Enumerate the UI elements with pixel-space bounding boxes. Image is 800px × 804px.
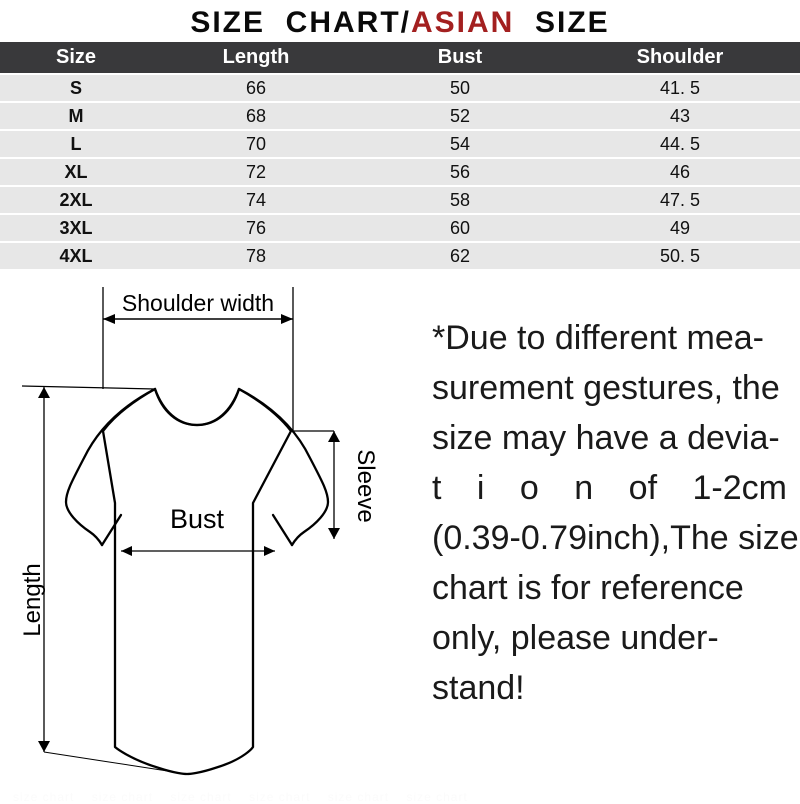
svg-text:Bust: Bust [170,504,225,534]
svg-text:Shoulder width: Shoulder width [122,290,274,316]
svg-text:Sleeve: Sleeve [352,449,379,522]
svg-text:Length: Length [19,563,46,636]
